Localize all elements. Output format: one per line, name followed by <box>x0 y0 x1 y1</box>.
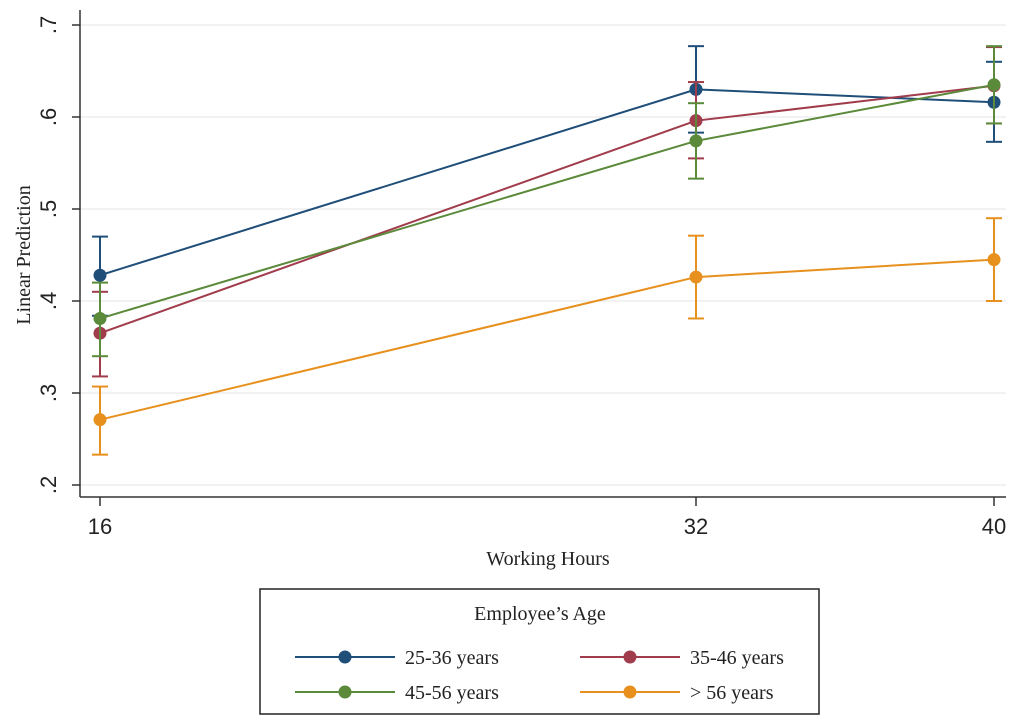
y-axis-title: Linear Prediction <box>13 185 35 324</box>
legend-title: Employee’s Age <box>474 603 606 625</box>
y-tick-label: .3 <box>36 384 61 402</box>
data-point <box>93 413 107 427</box>
legend-label: > 56 years <box>690 682 774 704</box>
legend-label: 45-56 years <box>405 682 499 704</box>
legend-label: 35-46 years <box>690 647 784 669</box>
data-point <box>689 134 703 148</box>
legend-item: > 56 years <box>580 682 774 704</box>
x-tick-label: 40 <box>982 514 1006 539</box>
legend-item: 45-56 years <box>295 682 499 704</box>
x-tick-label: 16 <box>88 514 112 539</box>
y-ticks: .2 .3 .4 .5 .6 .7 <box>36 16 80 494</box>
legend-item: 25-36 years <box>295 647 499 669</box>
series-line <box>99 258 995 421</box>
legend-swatch-marker <box>623 650 637 664</box>
x-axis-title: Working Hours <box>486 548 610 570</box>
axes <box>79 10 1006 498</box>
series-layer <box>92 45 1002 456</box>
series <box>92 217 1002 456</box>
series <box>92 45 1002 358</box>
x-tick-label: 32 <box>684 514 708 539</box>
legend-swatch-marker <box>338 650 352 664</box>
data-point <box>987 253 1001 267</box>
legend-swatch-marker <box>623 685 637 699</box>
series-line <box>99 83 995 320</box>
series <box>92 45 1002 317</box>
legend-swatch-marker <box>338 685 352 699</box>
y-tick-label: .2 <box>36 476 61 494</box>
data-point <box>93 311 107 325</box>
legend-items: 25-36 years 35-46 years 45-56 years > 56 ye… <box>295 647 784 704</box>
data-point <box>987 78 1001 92</box>
y-tick-label: .6 <box>36 108 61 126</box>
x-ticks: 16 32 40 <box>88 497 1006 539</box>
y-tick-label: .5 <box>36 200 61 218</box>
legend-label: 25-36 years <box>405 647 499 669</box>
data-point <box>93 268 107 282</box>
data-point <box>689 270 703 284</box>
legend-box <box>259 588 820 715</box>
grid <box>80 24 1006 486</box>
y-tick-label: .4 <box>36 292 61 310</box>
y-tick-label: .7 <box>36 16 61 34</box>
legend: Employee’s Age 25-36 years 35-46 years 45-… <box>259 588 820 715</box>
legend-item: 35-46 years <box>580 647 784 669</box>
